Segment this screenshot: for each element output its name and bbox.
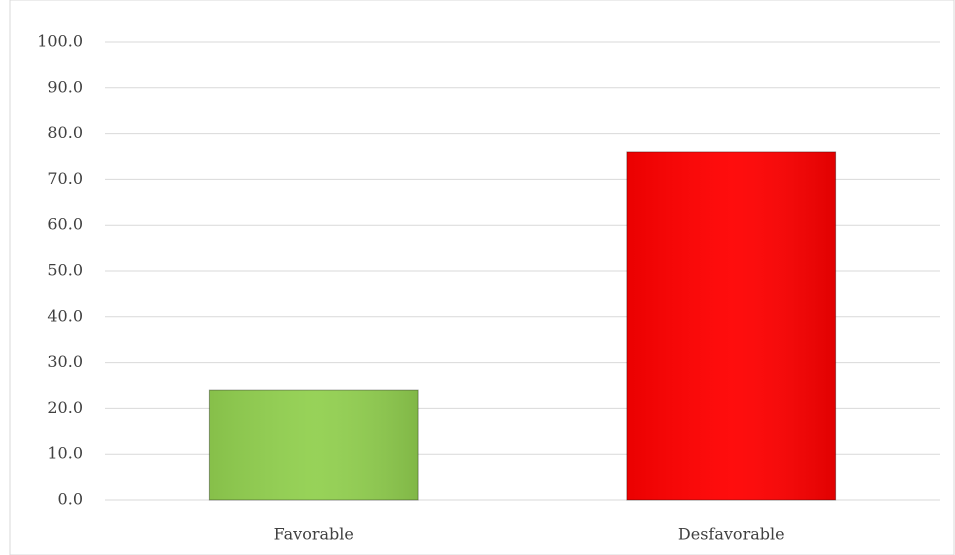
y-tick-label: 70.0 [47,169,83,188]
x-tick-label: Favorable [274,525,354,544]
y-tick-label: 20.0 [47,398,83,417]
y-tick-label: 80.0 [47,123,83,142]
bar-shade [209,390,419,500]
y-tick-label: 0.0 [58,490,83,509]
y-tick-label: 40.0 [47,306,83,325]
y-tick-label: 60.0 [47,215,83,234]
bar-shade [626,151,836,501]
x-tick-label: Desfavorable [678,525,785,544]
y-tick-label: 10.0 [47,444,83,463]
y-tick-label: 100.0 [37,32,83,51]
y-tick-label: 90.0 [47,77,83,96]
y-tick-label: 30.0 [47,352,83,371]
y-tick-label: 50.0 [47,261,83,280]
